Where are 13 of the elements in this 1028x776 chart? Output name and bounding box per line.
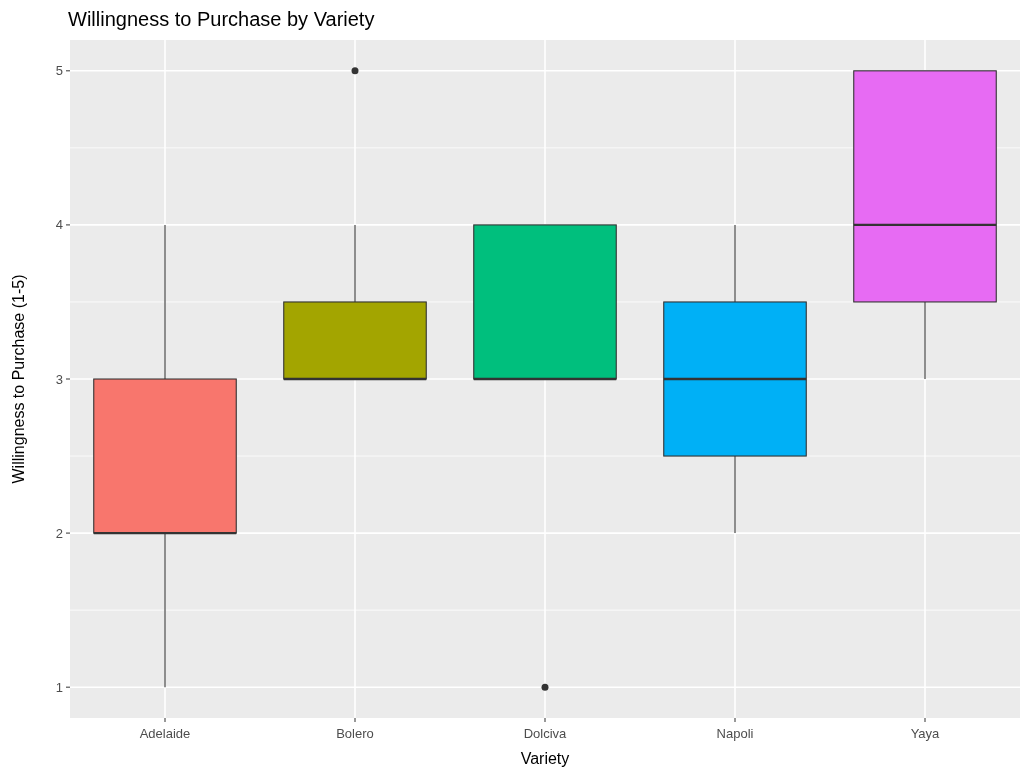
x-tick-label: Dolciva (523, 726, 568, 741)
x-axis-title: Variety (520, 750, 570, 767)
x-tick-label: Adelaide (139, 726, 191, 741)
chart-title: Willingness to Purchase by Variety (68, 8, 375, 30)
y-tick-label: 4 (55, 217, 63, 233)
x-tick-label: Bolero (336, 726, 374, 741)
y-tick-label: 1 (55, 679, 63, 695)
x-tick-label: Yaya (910, 726, 941, 741)
y-tick-label: 3 (55, 371, 63, 387)
y-tick-label: 5 (55, 63, 63, 79)
y-tick-label: 2 (55, 525, 63, 541)
y-axis-title: Willingness to Purchase (1-5) (10, 274, 27, 484)
x-tick-label: Napoli (716, 726, 754, 741)
